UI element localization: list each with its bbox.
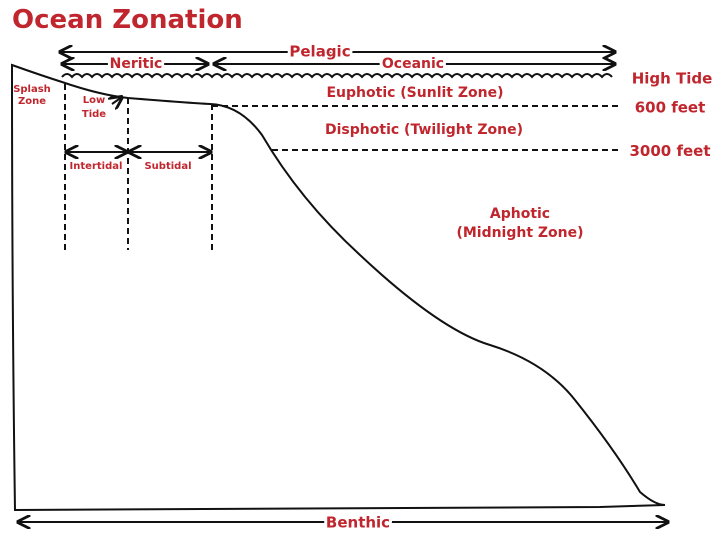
low-tide-pointer [112,97,122,104]
depth-3000-label: 3000 feet [629,142,710,160]
pelagic-label: Pelagic [289,43,350,61]
splash-zone-label: Splash Zone [13,84,51,107]
title: Ocean Zonation [12,5,243,35]
neritic-label: Neritic [110,56,163,72]
low-tide-label: Low Tide [82,95,106,120]
depth-600-label: 600 feet [635,99,706,117]
benthic-label: Benthic [326,514,390,532]
high-tide-label: High Tide [632,70,713,88]
sea-surface [61,73,613,79]
aphotic-label: Aphotic (Midnight Zone) [456,206,583,241]
oceanic-label: Oceanic [382,56,444,72]
disphotic-label: Disphotic (Twilight Zone) [325,122,523,138]
euphotic-label: Euphotic (Sunlit Zone) [326,85,503,101]
seafloor-profile [10,63,666,512]
intertidal-label: Intertidal [70,161,123,172]
subtidal-label: Subtidal [144,161,191,172]
